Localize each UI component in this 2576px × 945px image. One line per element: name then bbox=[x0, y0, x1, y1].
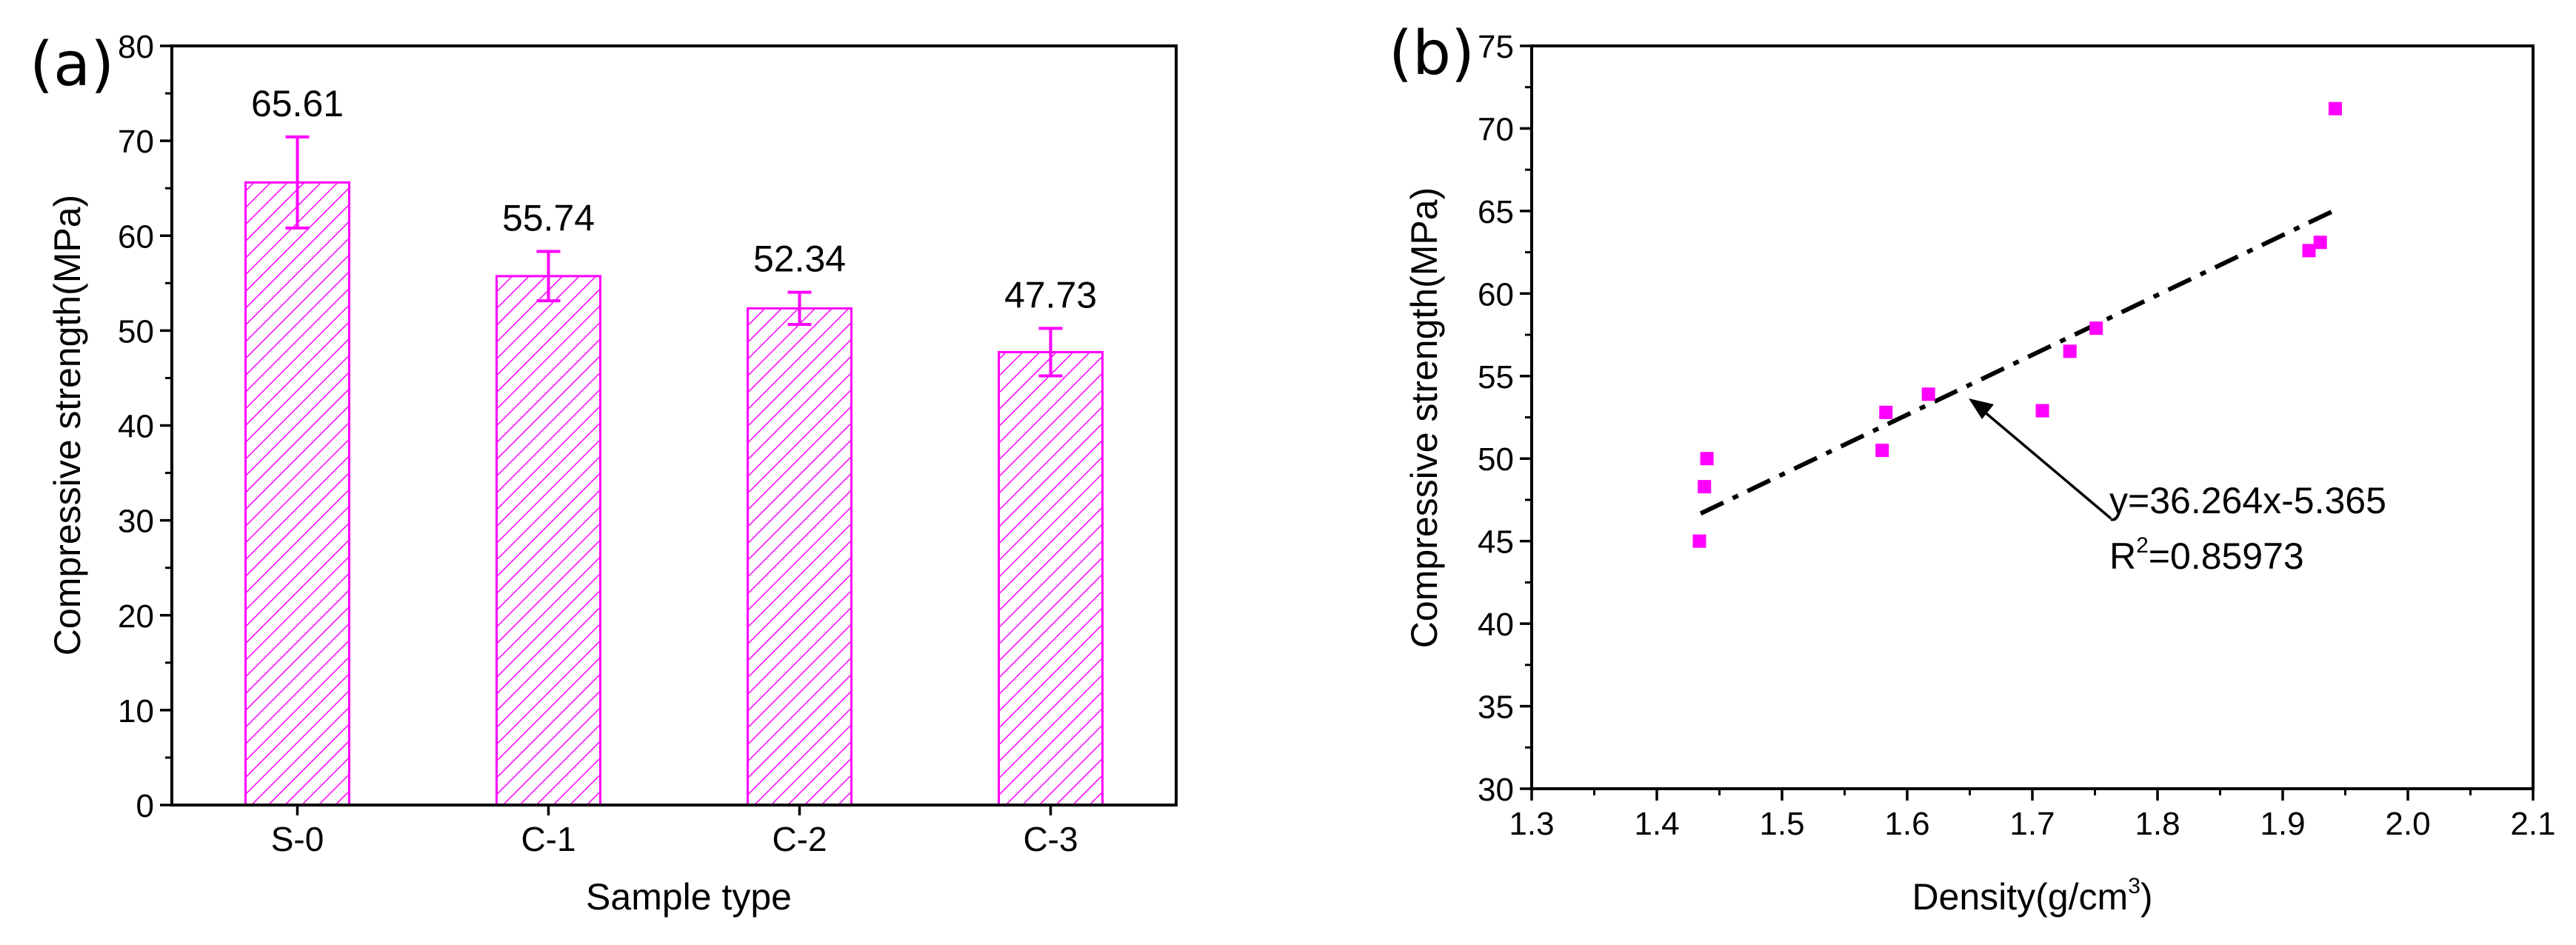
error-bar-C-1 bbox=[536, 250, 561, 303]
r2-base: R bbox=[2109, 535, 2136, 577]
y-tick-label: 30 bbox=[118, 504, 154, 540]
y-tick-label: 80 bbox=[118, 29, 154, 65]
y-tick-label: 75 bbox=[1478, 29, 1514, 65]
x-tick-label: 1.8 bbox=[2135, 806, 2180, 842]
x-tick-label: C-3 bbox=[1023, 820, 1078, 858]
data-point bbox=[2063, 344, 2077, 358]
y-tick-label: 50 bbox=[118, 313, 154, 350]
r-squared-label: R2=0.85973 bbox=[2109, 533, 2304, 577]
y-tick-label: 70 bbox=[1478, 111, 1514, 147]
arrow-head bbox=[1969, 398, 1994, 419]
y-tick-label: 30 bbox=[1478, 772, 1514, 808]
data-point bbox=[1875, 444, 1889, 458]
x-label-base: Density(g/cm bbox=[1912, 876, 2128, 918]
scatter-points bbox=[1692, 101, 2342, 548]
y-tick-label: 35 bbox=[1478, 689, 1514, 726]
data-point bbox=[1700, 452, 1714, 466]
bar-value-label: 47.73 bbox=[1004, 274, 1097, 315]
bar-C-3 bbox=[998, 350, 1104, 807]
y-tick-label: 20 bbox=[118, 598, 154, 635]
fit-line-path bbox=[1699, 207, 2337, 516]
fit-equation: y=36.264x-5.365 bbox=[2109, 480, 2386, 521]
x-label-sup: 3 bbox=[2128, 874, 2140, 898]
arrow-shaft bbox=[1982, 410, 2112, 520]
bar-series bbox=[244, 181, 1104, 807]
x-tick-label: 1.4 bbox=[1634, 806, 1679, 842]
y-tick-label: 60 bbox=[1478, 276, 1514, 313]
y-tick-label: 50 bbox=[1478, 441, 1514, 478]
bar-value-label: 65.61 bbox=[251, 83, 344, 124]
bar-value-label: 52.34 bbox=[753, 238, 846, 280]
x-tick-label: 1.9 bbox=[2260, 806, 2305, 842]
y-tick-label: 10 bbox=[118, 693, 154, 729]
y-tick-label: 40 bbox=[1478, 607, 1514, 643]
y-tick-label: 65 bbox=[1478, 194, 1514, 230]
x-tick-label: S-0 bbox=[271, 820, 324, 858]
plot-frame-b bbox=[1530, 44, 2535, 790]
y-tick-label: 0 bbox=[136, 788, 154, 824]
y-tick-label: 70 bbox=[118, 124, 154, 160]
bar-C-1 bbox=[495, 275, 601, 807]
x-tick-label: 1.5 bbox=[1759, 806, 1804, 842]
y-axis-label-b: Compressive strength(MPa) bbox=[1404, 187, 1445, 648]
x-tick-label: 1.3 bbox=[1509, 806, 1554, 842]
data-point bbox=[2035, 404, 2049, 418]
fit-line bbox=[1699, 207, 2337, 516]
y-tick-label: 40 bbox=[118, 409, 154, 445]
r2-value: =0.85973 bbox=[2149, 535, 2304, 577]
data-point bbox=[2328, 101, 2342, 116]
x-tick-label: 2.1 bbox=[2510, 806, 2555, 842]
x-tick-label: 2.0 bbox=[2385, 806, 2430, 842]
error-bars bbox=[285, 135, 1063, 378]
x-axis-label-a: Sample type bbox=[586, 876, 792, 918]
x-axis-ticks-a: S-0 C-1 C-2 C-3 bbox=[271, 805, 1078, 858]
x-tick-label: C-1 bbox=[521, 820, 575, 858]
bar-S-0 bbox=[244, 181, 350, 807]
x-tick-label: C-2 bbox=[772, 820, 827, 858]
y-axis-label-a: Compressive strength(MPa) bbox=[47, 195, 88, 655]
data-point bbox=[2089, 321, 2103, 335]
scatter-chart-panel: (b) y=36.264x-5.365 R2=0.85973 30 35 40 45 5… bbox=[1389, 19, 2556, 918]
bar-chart-panel: (a) 65.61 55.74 52.34 47.73 0 10 20 30 40 50 60 70… bbox=[30, 29, 1178, 918]
r2-sup: 2 bbox=[2136, 533, 2149, 558]
y-axis-ticks-b: 30 35 40 45 50 55 60 65 70 75 bbox=[1478, 29, 1532, 808]
bar-C-2 bbox=[747, 307, 852, 807]
y-tick-label: 60 bbox=[118, 218, 154, 255]
data-point bbox=[1692, 534, 1706, 548]
error-bar-C-3 bbox=[1038, 327, 1063, 378]
bar-value-labels: 65.61 55.74 52.34 47.73 bbox=[251, 83, 1097, 316]
x-axis-label-b: Density(g/cm3) bbox=[1912, 874, 2152, 918]
x-tick-label: 1.7 bbox=[2009, 806, 2055, 842]
x-axis-ticks-b: 1.3 1.4 1.5 1.6 1.7 1.8 1.9 2.0 2.1 bbox=[1509, 789, 2556, 842]
error-bar-S-0 bbox=[285, 135, 310, 230]
data-point bbox=[1698, 480, 1712, 494]
y-tick-label: 55 bbox=[1478, 359, 1514, 395]
bar-value-label: 55.74 bbox=[502, 198, 595, 239]
data-point bbox=[2302, 244, 2316, 258]
x-tick-label: 1.6 bbox=[1884, 806, 1929, 842]
data-point bbox=[1921, 387, 1935, 401]
error-bar-C-2 bbox=[787, 290, 812, 327]
y-axis-ticks-a: 0 10 20 30 40 50 60 70 80 bbox=[118, 29, 172, 824]
panel-label-b: (b) bbox=[1389, 19, 1475, 89]
annotation-arrow bbox=[1969, 398, 2112, 520]
panel-label-a: (a) bbox=[30, 30, 114, 100]
x-label-end: ) bbox=[2140, 876, 2153, 918]
y-tick-label: 45 bbox=[1478, 524, 1514, 561]
data-point bbox=[2313, 236, 2327, 250]
data-point bbox=[1879, 405, 1893, 419]
